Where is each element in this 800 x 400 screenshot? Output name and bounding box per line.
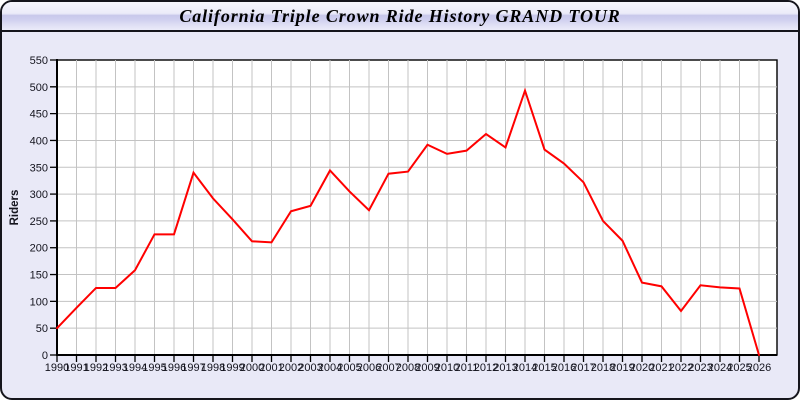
x-tick-label: 2016: [552, 362, 576, 374]
x-tick-label: 1994: [123, 362, 147, 374]
x-tick-label: 1991: [64, 362, 88, 374]
y-tick-label: 300: [30, 189, 48, 201]
chart-area: 0 50 100 150 200 250 300 350 400 450 500 550 1990 199…: [2, 32, 798, 398]
x-tick-label: 2013: [493, 362, 517, 374]
x-tick-label: 2007: [376, 362, 400, 374]
x-tick-label: 2021: [649, 362, 673, 374]
x-tick-label: 2023: [688, 362, 712, 374]
chart-title: California Triple Crown Ride History GRA…: [179, 5, 621, 26]
x-tick-label: 1995: [142, 362, 166, 374]
y-tick-label: 200: [30, 243, 48, 255]
x-tick-label: 1997: [181, 362, 205, 374]
x-tick-label: 2010: [435, 362, 459, 374]
x-tick-label: 1990: [45, 362, 69, 374]
riders-series-line: [56, 87, 760, 356]
x-tick-label: 2024: [708, 362, 732, 374]
x-tick-label: 2009: [415, 362, 439, 374]
y-tick-label: 100: [30, 296, 48, 308]
x-tick-label: 2020: [630, 362, 654, 374]
x-tick-label: 2004: [318, 362, 342, 374]
x-tick-label: 1993: [103, 362, 127, 374]
y-tick-label: 150: [30, 270, 48, 282]
x-tick-label: 2022: [669, 362, 693, 374]
x-tick-label: 2001: [259, 362, 283, 374]
x-tick-label: 2000: [240, 362, 264, 374]
y-tick-label: 550: [30, 55, 48, 67]
y-tick-label: 450: [30, 109, 48, 121]
x-tick-label: 2018: [591, 362, 615, 374]
x-tick-label: 2017: [571, 362, 595, 374]
y-tick-label: 500: [30, 82, 48, 94]
title-bar: California Triple Crown Ride History GRA…: [2, 2, 798, 32]
x-tick-label: 2015: [532, 362, 556, 374]
x-tick-label: 2006: [357, 362, 381, 374]
x-tick-label: 2005: [337, 362, 361, 374]
x-tick-label: 2003: [298, 362, 322, 374]
x-tick-label: 2012: [474, 362, 498, 374]
plot-background: [56, 59, 778, 356]
x-tick-label: 2011: [455, 362, 479, 374]
y-tick-label: 50: [36, 323, 48, 335]
x-tick-label: 1999: [220, 362, 244, 374]
y-axis-title: Riders: [9, 190, 21, 226]
x-tick-label: 2008: [396, 362, 420, 374]
riders-line-chart: 0501001502002503003504004505005501990199…: [9, 55, 778, 374]
y-tick-label: 0: [42, 350, 48, 362]
y-tick-label: 350: [30, 162, 48, 174]
x-tick-label: 1998: [201, 362, 225, 374]
x-tick-label: 1996: [162, 362, 186, 374]
x-tick-label: 2019: [610, 362, 634, 374]
x-tick-label: 2002: [279, 362, 303, 374]
x-tick-label: 1992: [84, 362, 108, 374]
x-tick-label: 2014: [513, 362, 537, 374]
x-tick-label: 2026: [747, 362, 771, 374]
y-tick-label: 250: [30, 216, 48, 228]
y-tick-label: 400: [30, 135, 48, 147]
x-tick-label: 2025: [727, 362, 751, 374]
